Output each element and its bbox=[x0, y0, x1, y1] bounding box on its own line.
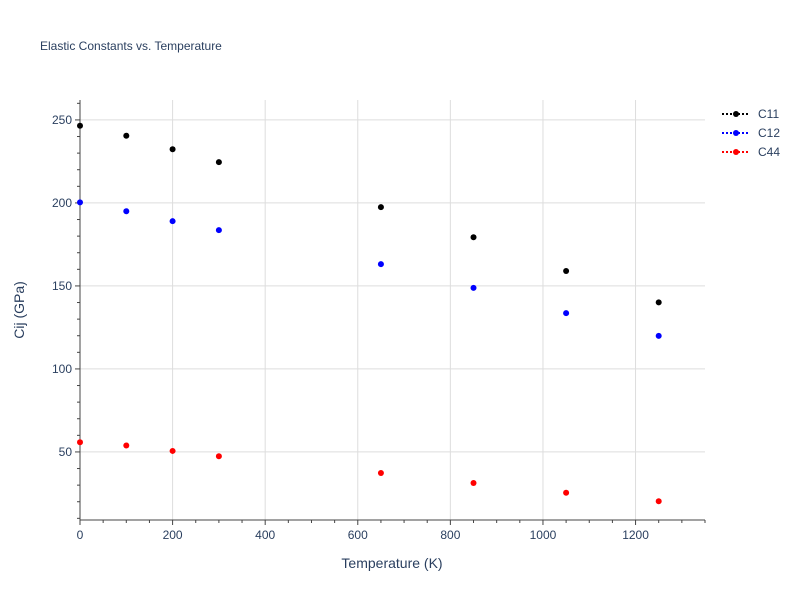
data-point-c11 bbox=[123, 132, 130, 139]
data-point-c11 bbox=[470, 234, 477, 241]
x-tick-label: 400 bbox=[255, 528, 275, 542]
x-tick-label: 600 bbox=[348, 528, 368, 542]
legend-label: C11 bbox=[758, 107, 779, 121]
grid bbox=[80, 100, 705, 520]
y-axis-title: Cij (GPa) bbox=[11, 281, 27, 339]
legend-item-c12: C12 bbox=[722, 126, 780, 140]
legend-marker bbox=[733, 111, 739, 117]
data-point-c12 bbox=[655, 332, 662, 339]
data-point-c44 bbox=[563, 489, 570, 496]
x-tick-label: 0 bbox=[77, 528, 84, 542]
data-point-c44 bbox=[215, 453, 222, 460]
data-point-c11 bbox=[169, 146, 176, 153]
chart-title: Elastic Constants vs. Temperature bbox=[40, 39, 222, 53]
data-point-c44 bbox=[655, 498, 662, 505]
data-point-c44 bbox=[123, 442, 130, 449]
legend-item-c11: C11 bbox=[722, 107, 779, 121]
y-tick-label: 150 bbox=[52, 279, 72, 293]
y-tick-label: 100 bbox=[52, 362, 72, 376]
data-point-c12 bbox=[215, 227, 222, 234]
data-point-c12 bbox=[123, 208, 130, 215]
x-tick-label: 800 bbox=[440, 528, 460, 542]
series-c44 bbox=[77, 439, 662, 505]
y-tick-label: 250 bbox=[52, 113, 72, 127]
y-tick-label: 50 bbox=[59, 445, 73, 459]
x-axis-title: Temperature (K) bbox=[341, 555, 442, 571]
data-points bbox=[77, 122, 662, 505]
data-point-c11 bbox=[377, 204, 384, 211]
data-point-c44 bbox=[77, 439, 83, 446]
data-point-c12 bbox=[563, 310, 570, 317]
axes: 0 200 400 600 800 1000 1200 50 100 150 200 250 bbox=[52, 100, 706, 542]
series-c11 bbox=[77, 122, 662, 306]
data-point-c11 bbox=[77, 122, 83, 129]
data-point-c12 bbox=[377, 261, 384, 268]
data-point-c12 bbox=[169, 218, 176, 225]
data-point-c44 bbox=[470, 479, 477, 486]
legend-marker bbox=[733, 130, 739, 136]
legend-marker bbox=[733, 149, 739, 155]
legend: C11 C12 C44 bbox=[722, 107, 780, 159]
data-point-c12 bbox=[77, 199, 83, 206]
legend-label: C44 bbox=[758, 145, 780, 159]
data-point-c11 bbox=[655, 299, 662, 306]
series-c12 bbox=[77, 199, 662, 339]
x-tick-label: 1200 bbox=[622, 528, 649, 542]
data-point-c12 bbox=[470, 284, 477, 291]
data-point-c44 bbox=[377, 470, 384, 477]
x-tick-label: 1000 bbox=[530, 528, 557, 542]
data-point-c11 bbox=[215, 159, 222, 166]
x-tick-label: 200 bbox=[163, 528, 183, 542]
legend-label: C12 bbox=[758, 126, 780, 140]
data-point-c44 bbox=[169, 447, 176, 454]
data-point-c11 bbox=[563, 267, 570, 274]
legend-item-c44: C44 bbox=[722, 145, 780, 159]
y-tick-label: 200 bbox=[52, 196, 72, 210]
